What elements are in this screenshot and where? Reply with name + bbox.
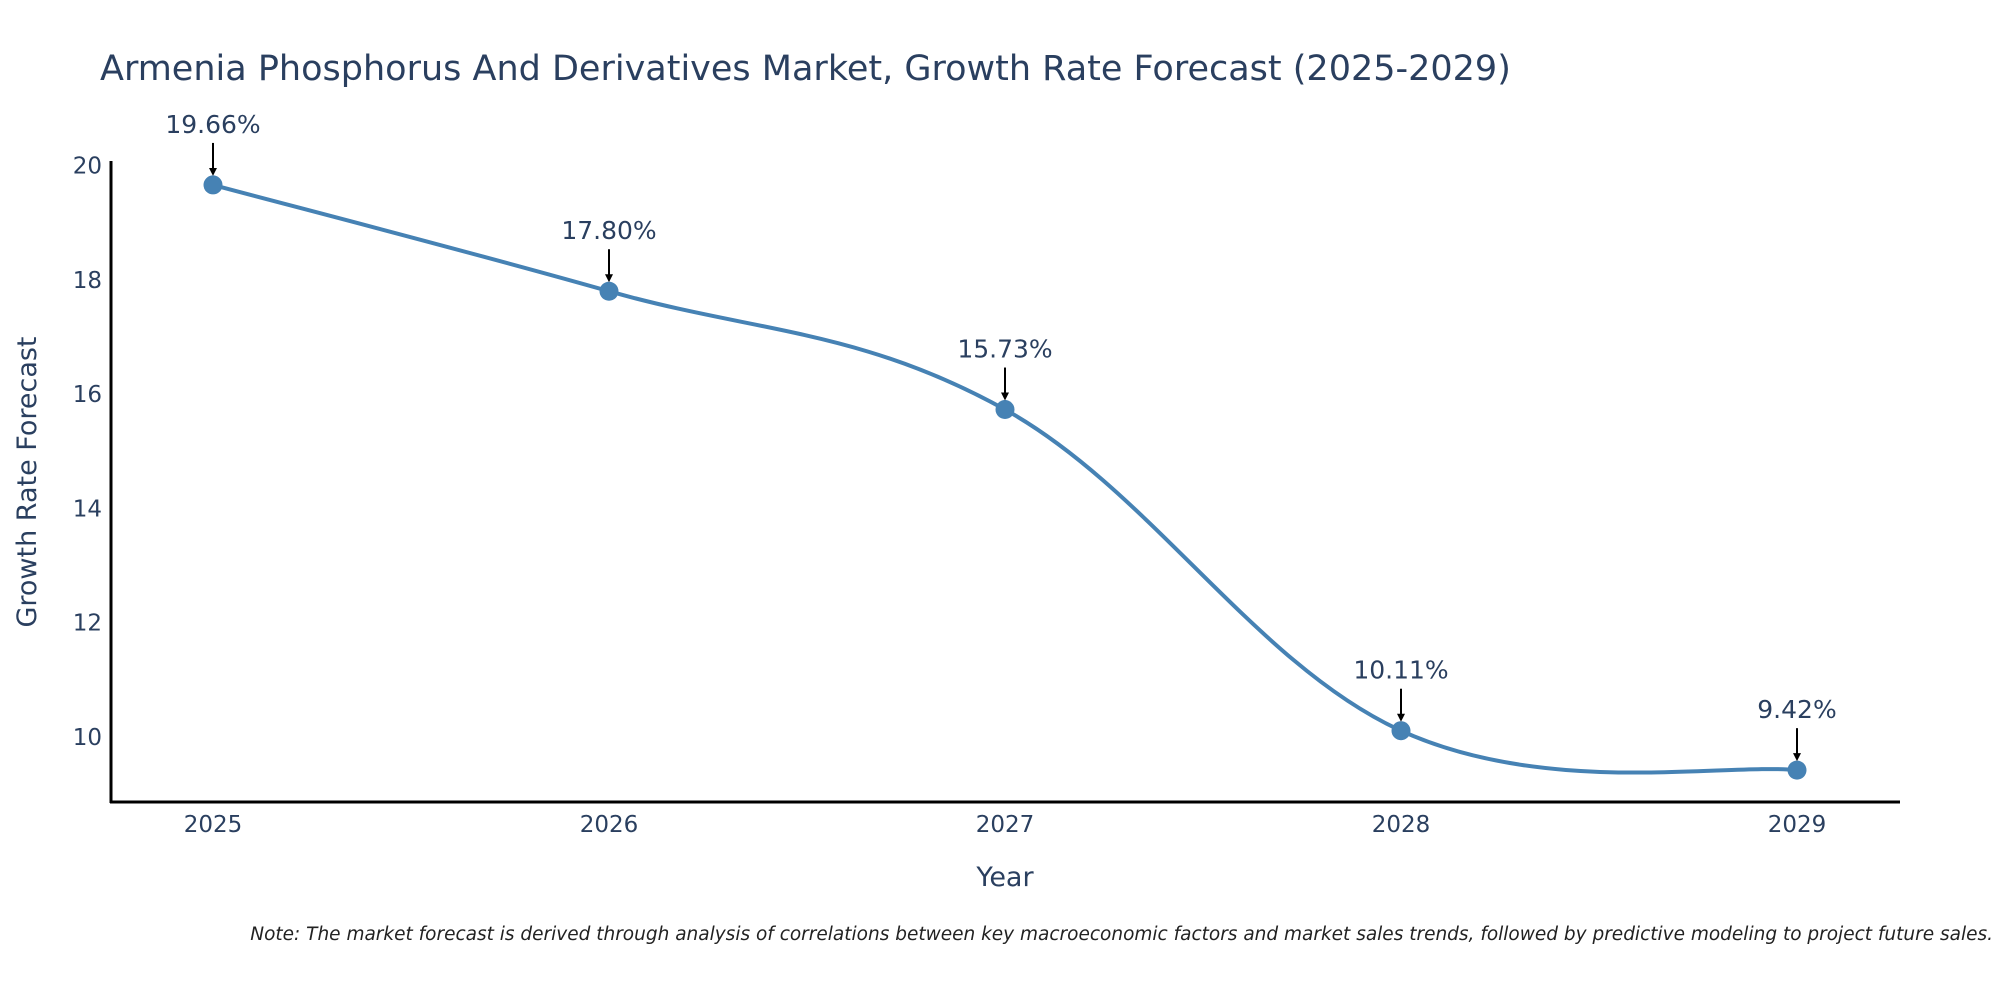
data-label: 10.11% bbox=[1353, 656, 1448, 685]
data-point bbox=[599, 281, 619, 301]
data-label: 15.73% bbox=[957, 335, 1052, 364]
data-point bbox=[1787, 760, 1807, 780]
y-tick-label: 14 bbox=[73, 496, 102, 522]
data-label: 19.66% bbox=[165, 110, 260, 139]
data-point bbox=[203, 175, 223, 195]
x-tick-label: 2029 bbox=[1768, 812, 1827, 838]
y-axis-title: Growth Rate Forecast bbox=[12, 336, 43, 627]
data-point bbox=[1391, 721, 1411, 741]
x-axis-title: Year bbox=[975, 862, 1034, 893]
data-label: 17.80% bbox=[561, 216, 656, 245]
y-tick-label: 18 bbox=[73, 268, 102, 294]
x-tick-label: 2027 bbox=[976, 812, 1035, 838]
plot-area: 10 12 14 16 18 20 2025 2026 2027 2028 2029 19.66% 17… bbox=[73, 110, 1837, 838]
series-line bbox=[212, 182, 1798, 775]
x-tick-label: 2028 bbox=[1372, 812, 1431, 838]
footnote: Note: The market forecast is derived thr… bbox=[250, 924, 1993, 945]
x-tick-label: 2026 bbox=[580, 812, 639, 838]
y-tick-label: 10 bbox=[73, 725, 102, 751]
x-tick-label: 2025 bbox=[184, 812, 243, 838]
y-tick-label: 16 bbox=[73, 382, 102, 408]
y-tick-label: 12 bbox=[73, 611, 102, 637]
y-tick-label: 20 bbox=[73, 154, 102, 180]
data-point bbox=[995, 400, 1015, 420]
data-label: 9.42% bbox=[1757, 695, 1836, 724]
chart-title: Armenia Phosphorus And Derivatives Marke… bbox=[100, 49, 1511, 89]
